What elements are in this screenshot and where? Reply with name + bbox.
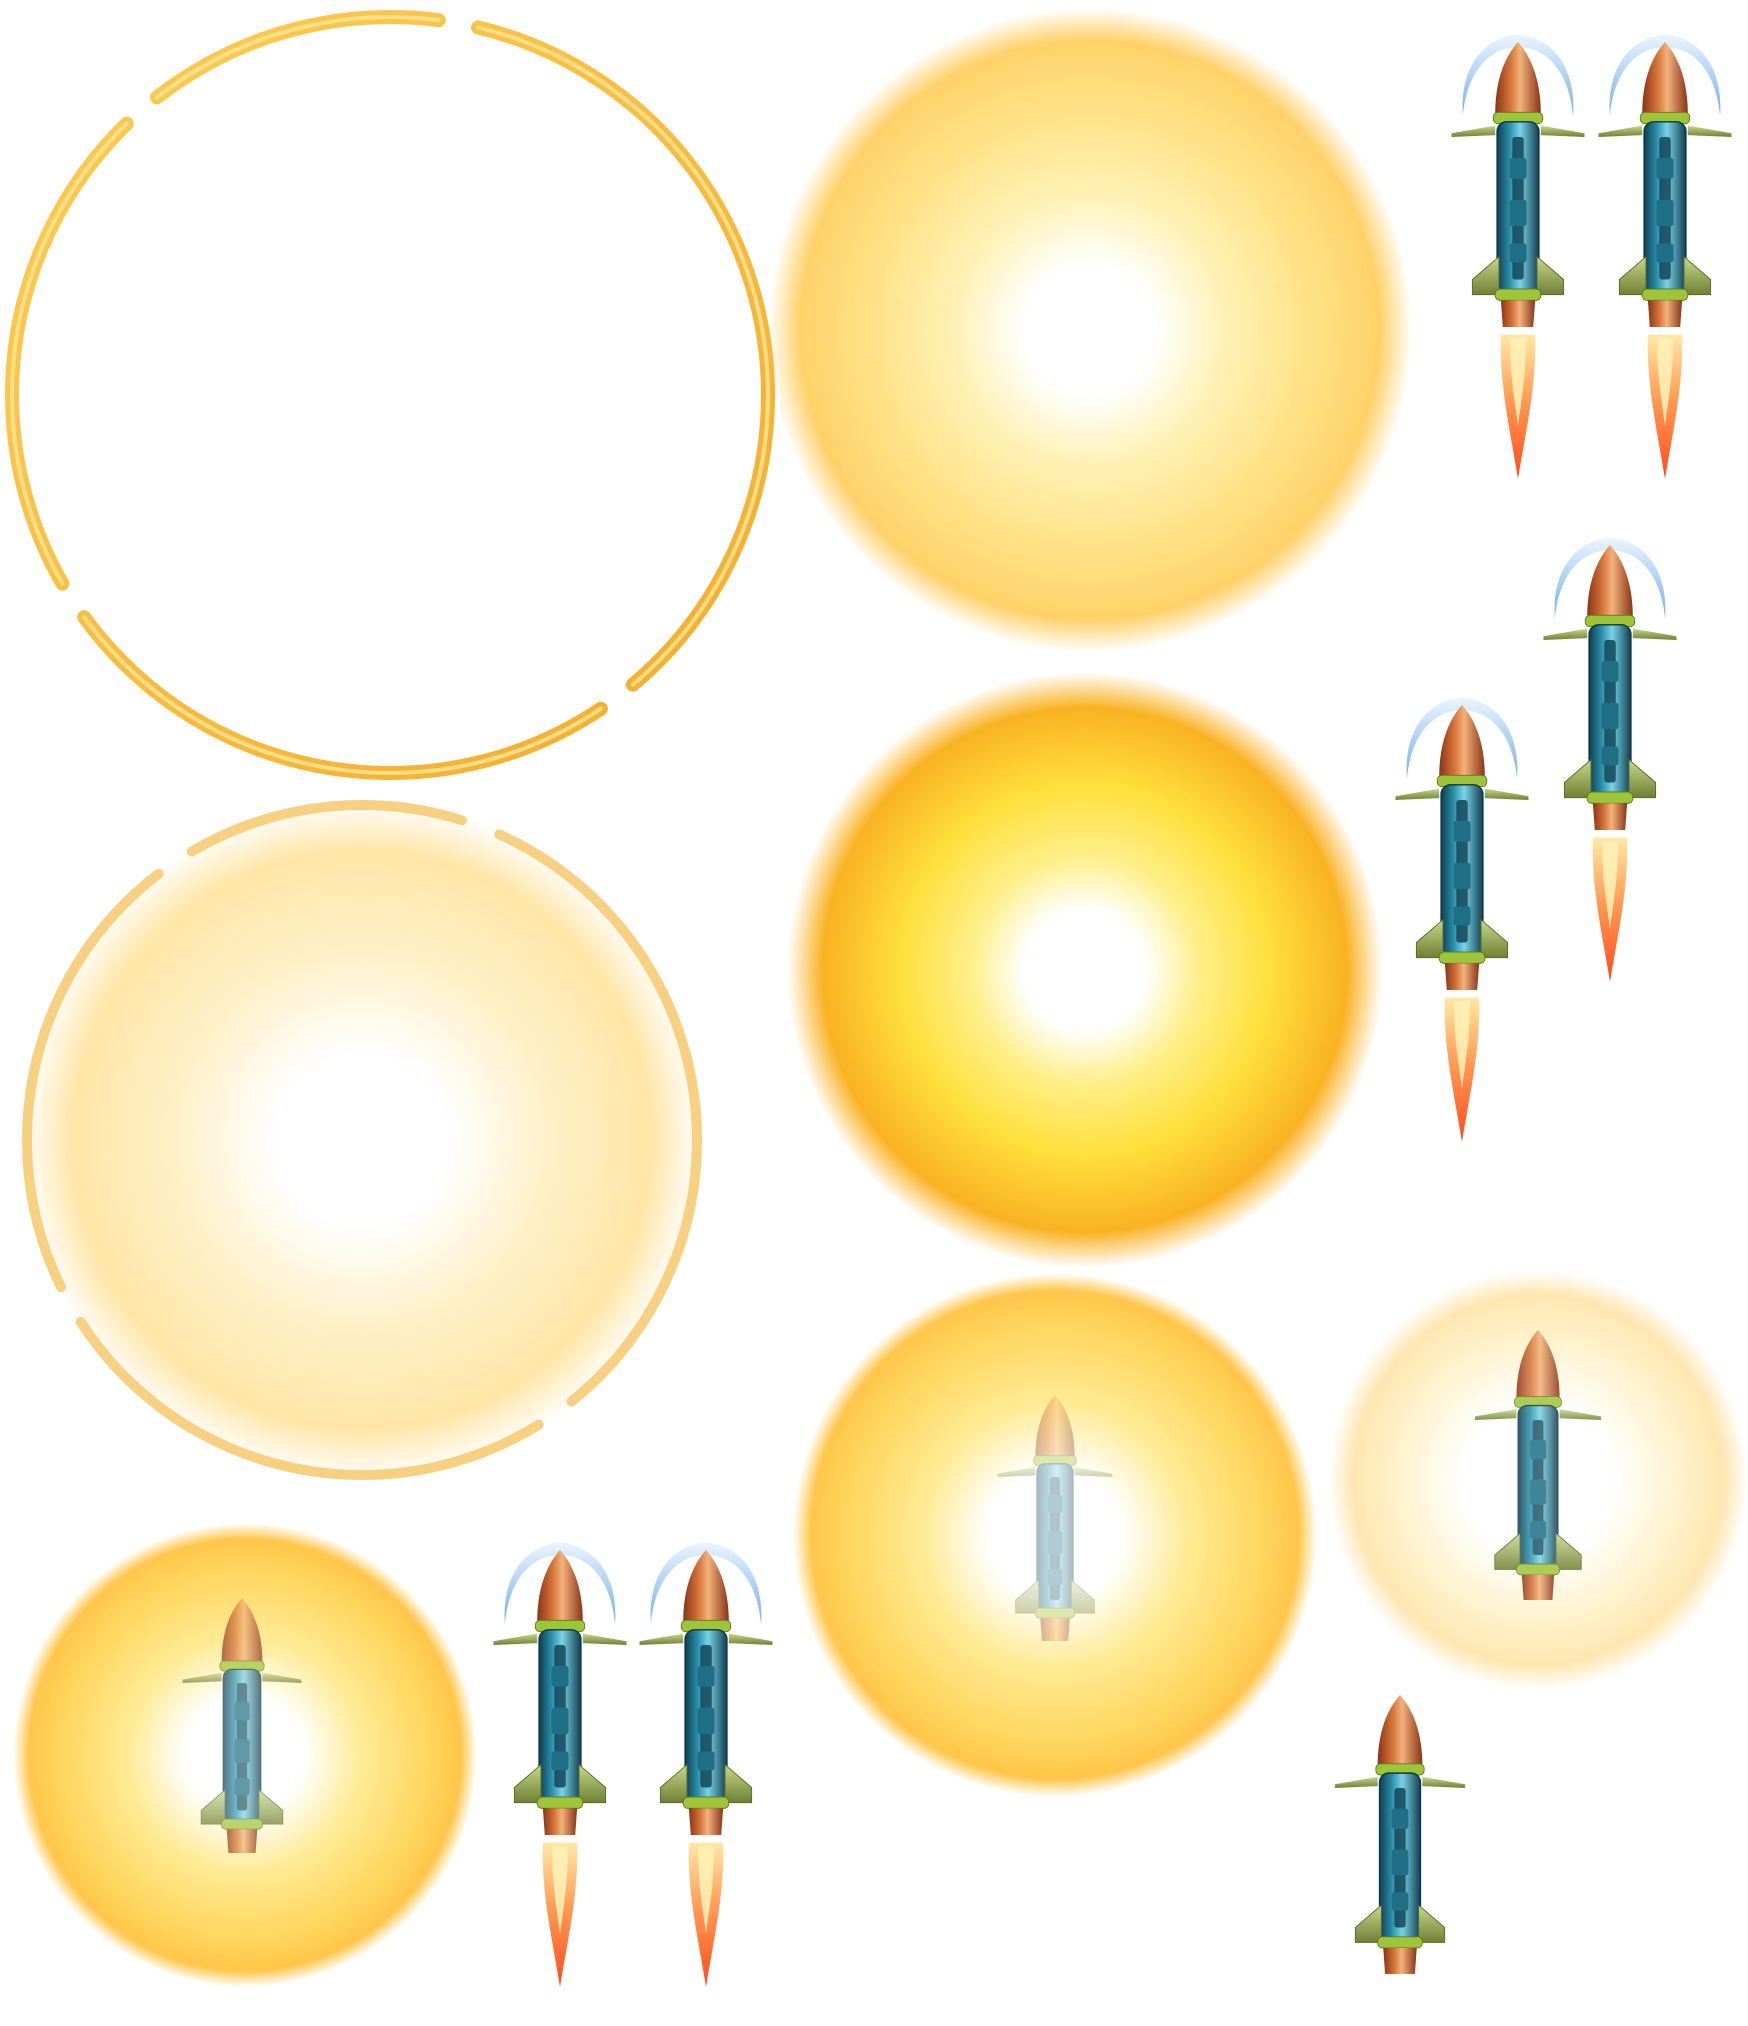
missile-with-shield-and-flame [1542, 537, 1678, 982]
explosion-glow-large [768, 8, 1412, 652]
explosion-glow-with-missile-pale [1328, 1270, 1748, 1690]
explosion-glow-bright [787, 672, 1383, 1268]
missile-with-shield-and-flame [1394, 697, 1530, 1142]
missile-with-shield-and-flame [638, 1542, 774, 1987]
explosion-glow-with-missile [13, 1523, 477, 1987]
ring-with-glow [22, 800, 702, 1480]
missile-with-shield-and-flame [492, 1542, 628, 1987]
missile-with-shield-and-flame [1450, 34, 1586, 480]
explosion-glow-with-faded-missile [793, 1273, 1317, 1797]
broken-ring-frame [5, 10, 775, 780]
missile-plain [1334, 1694, 1466, 1975]
missile-with-shield-and-flame [1597, 34, 1733, 480]
